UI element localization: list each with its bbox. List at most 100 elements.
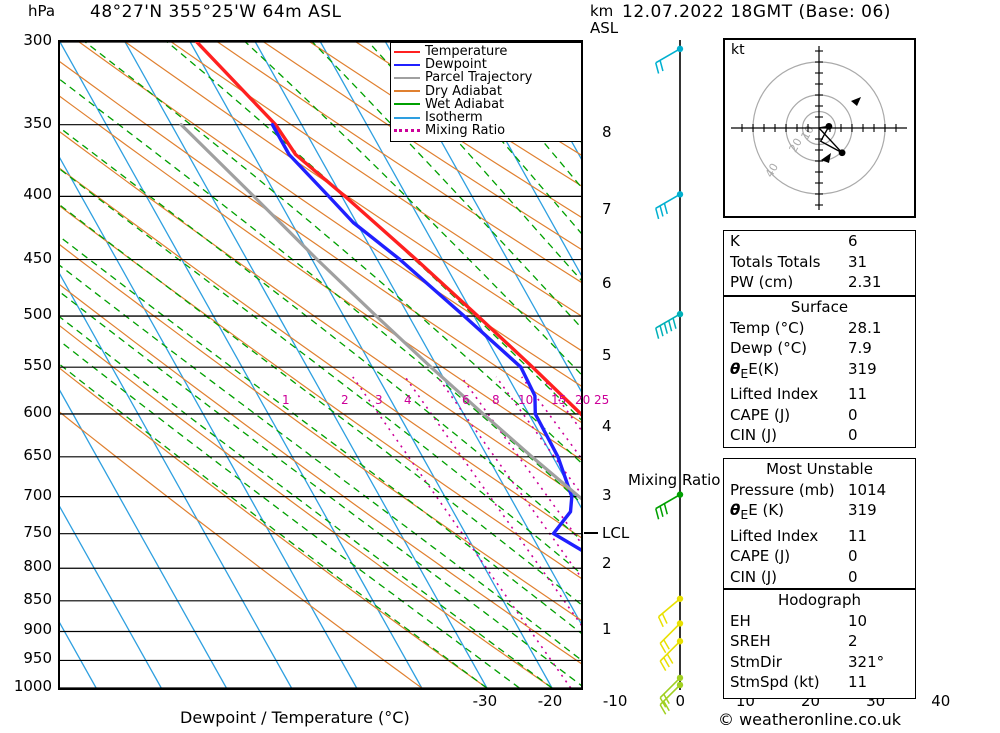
most-unstable-heading: Most Unstable xyxy=(766,460,873,478)
hodograph-stats-heading: Hodograph xyxy=(777,591,862,609)
wind-barb xyxy=(657,595,684,628)
index-value: 1014 xyxy=(848,480,887,499)
height-tick-7: 7 xyxy=(602,199,612,218)
legend-swatch-icon xyxy=(394,129,420,133)
temperature-tick--10: -10 xyxy=(602,692,628,710)
legend-swatch-icon xyxy=(394,116,420,119)
index-value: 0 xyxy=(848,426,858,444)
legend-item-isotherm: Isotherm xyxy=(394,111,578,124)
index-row: Lifted Index 11 xyxy=(724,526,915,547)
index-key: Dewp (°C) xyxy=(730,339,808,357)
index-value: 10 xyxy=(848,611,868,630)
pressure-tick-1000: 1000 xyxy=(13,677,52,695)
skewt-canvas xyxy=(60,42,581,688)
height-tick-1: 1 xyxy=(602,619,612,638)
index-value: 7.9 xyxy=(848,339,872,357)
xaxis-title: Dewpoint / Temperature (°C) xyxy=(180,708,410,727)
index-row: CAPE (J) 0 xyxy=(724,405,915,426)
skewt-plot-area[interactable] xyxy=(58,40,583,690)
legend-item-temperature: Temperature xyxy=(394,45,578,58)
index-key: CIN (J) xyxy=(730,426,778,444)
wind-barb xyxy=(659,674,684,708)
legend-label: Parcel Trajectory xyxy=(425,70,533,86)
index-row: CIN (J) 0 xyxy=(724,567,915,588)
pressure-tick-900: 900 xyxy=(23,620,52,639)
surface-indices-panel: Surface Temp (°C) 28.1 Dewp (°C) 7.9 θEE(K) 3… xyxy=(723,296,916,448)
mixing-ratio-tick-25: 25 xyxy=(594,393,610,407)
index-value: 319 xyxy=(848,359,877,378)
surface-heading: Surface xyxy=(790,298,849,316)
index-key: SREH xyxy=(730,632,771,650)
temperature-tick--30: -30 xyxy=(472,692,498,710)
index-key: CAPE (J) xyxy=(730,405,791,424)
wind-barb-column xyxy=(655,40,684,715)
legend-label: Dry Adiabat xyxy=(425,83,502,99)
index-key: Lifted Index xyxy=(730,526,819,545)
hodograph-unit-label: kt xyxy=(731,42,745,58)
hodograph-ring-label: 40 xyxy=(763,161,781,180)
height-tick-5: 5 xyxy=(602,346,612,365)
index-key: EH xyxy=(730,611,751,630)
legend-item-mixing-ratio: Mixing Ratio xyxy=(394,124,578,137)
index-row: θEE (K) 319 xyxy=(724,500,915,526)
pressure-tick-650: 650 xyxy=(23,445,52,464)
index-value: 28.1 xyxy=(848,318,882,337)
pressure-tick-600: 600 xyxy=(23,402,52,421)
legend-label: Dewpoint xyxy=(425,57,487,73)
pressure-axis-unit: hPa xyxy=(28,2,56,20)
index-key: Lifted Index xyxy=(730,385,819,403)
index-row: EH 10 xyxy=(724,611,915,632)
forecast-datetime: 12.07.2022 18GMT (Base: 06) xyxy=(622,2,891,22)
wind-barb xyxy=(655,310,684,339)
index-value: 11 xyxy=(848,673,868,691)
wind-barb xyxy=(659,681,684,715)
index-key: Totals Totals xyxy=(730,252,821,271)
pressure-tick-500: 500 xyxy=(23,305,52,324)
hodograph-panel[interactable]: 10 20 40 kt xyxy=(723,38,916,218)
height-tick-3: 3 xyxy=(602,486,612,505)
height-axis-unit-asl: ASL xyxy=(590,19,619,37)
wind-barb xyxy=(659,620,684,654)
index-key: Temp (°C) xyxy=(730,318,805,337)
index-row: PW (cm) 2.31 xyxy=(724,272,915,293)
index-row: Totals Totals 31 xyxy=(724,252,915,273)
legend-item-wet-adiabat: Wet Adiabat xyxy=(394,98,578,111)
index-key: Pressure (mb) xyxy=(730,480,835,499)
temperature-tick-0: 0 xyxy=(675,692,686,710)
general-indices-panel: K 6 Totals Totals 31 PW (cm) 2.31 xyxy=(723,230,916,296)
legend-swatch-icon xyxy=(394,50,420,53)
legend-item-dewpoint: Dewpoint xyxy=(394,58,578,71)
chart-legend: Temperature Dewpoint Parcel Trajectory Dry … xyxy=(390,42,582,142)
legend-item-parcel-trajectory: Parcel Trajectory xyxy=(394,71,578,84)
index-key: CAPE (J) xyxy=(730,547,791,565)
index-value: 0 xyxy=(848,567,858,586)
index-row: SREH 2 xyxy=(724,631,915,652)
index-key: θEE(K) xyxy=(730,359,780,381)
lcl-label: LCL xyxy=(602,524,630,542)
index-key: StmSpd (kt) xyxy=(730,673,820,691)
height-tick-4: 4 xyxy=(602,417,612,436)
pressure-tick-450: 450 xyxy=(23,248,52,267)
legend-label: Isotherm xyxy=(425,110,483,126)
pressure-tick-400: 400 xyxy=(23,185,52,204)
pressure-tick-300: 300 xyxy=(23,31,52,49)
wind-barb xyxy=(655,491,684,520)
index-key: PW (cm) xyxy=(730,273,794,291)
index-row: Lifted Index 11 xyxy=(724,384,915,405)
legend-item-dry-adiabat: Dry Adiabat xyxy=(394,85,578,98)
index-row: StmDir 321° xyxy=(724,652,915,673)
pressure-tick-350: 350 xyxy=(23,113,52,132)
index-row: CIN (J) 0 xyxy=(724,425,915,446)
most-unstable-panel: Most Unstable Pressure (mb) 1014 θEE (K) 31… xyxy=(723,458,916,589)
pressure-tick-950: 950 xyxy=(23,649,52,668)
pressure-tick-850: 850 xyxy=(23,589,52,608)
index-key: K xyxy=(730,232,740,250)
index-key: StmDir xyxy=(730,652,782,671)
legend-swatch-icon xyxy=(394,76,420,79)
hodograph-ring-label: 20 xyxy=(787,136,805,155)
index-value: 319 xyxy=(848,501,877,519)
pressure-tick-550: 550 xyxy=(23,356,52,375)
temperature-tick-40: 40 xyxy=(931,692,951,710)
index-key: CIN (J) xyxy=(730,567,778,586)
